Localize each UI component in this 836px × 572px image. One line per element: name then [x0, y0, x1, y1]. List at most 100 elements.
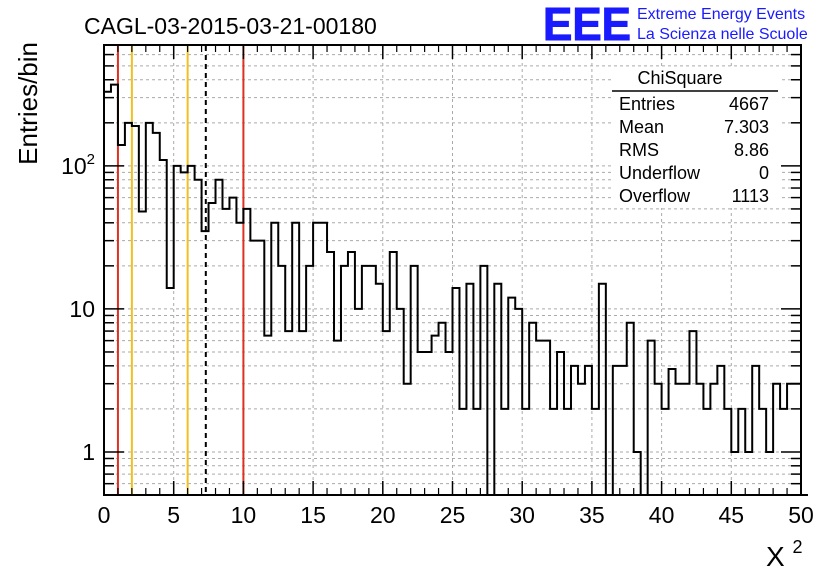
y-axis-title: Entries/bin — [13, 42, 43, 165]
histogram-bin — [432, 336, 439, 495]
y-tick-label-exponent: 2 — [87, 151, 95, 168]
histogram-bin — [662, 409, 669, 495]
histogram-bin — [153, 133, 160, 495]
histogram-bin — [418, 352, 425, 495]
histogram-bin — [257, 241, 264, 495]
histogram-bin — [383, 331, 390, 495]
histogram-bin — [459, 409, 466, 495]
logo-line-1: Extreme Energy Events — [637, 6, 805, 23]
stats-label-overflow: Overflow — [619, 186, 691, 206]
histogram-bin — [738, 409, 745, 495]
histogram-bin — [494, 284, 501, 495]
histogram-bin — [362, 266, 369, 495]
histogram-bin — [683, 384, 690, 495]
histogram-bin — [146, 123, 153, 495]
histogram-bin — [627, 323, 634, 495]
histogram-bin — [620, 366, 627, 495]
stats-label-underflow: Underflow — [619, 163, 701, 183]
histogram-bin — [759, 409, 766, 495]
stats-value-entries: 4667 — [729, 94, 769, 114]
histogram-bin — [202, 231, 209, 495]
histogram-bin — [160, 160, 167, 495]
histogram-bin — [369, 266, 376, 495]
histogram-bin — [216, 180, 223, 495]
histogram-bin — [292, 223, 299, 495]
stats-value-overflow: 1113 — [732, 186, 769, 206]
histogram-bin — [773, 384, 780, 495]
histogram-bin — [522, 409, 529, 495]
x-tick-label: 35 — [579, 502, 605, 528]
histogram-bin — [285, 331, 292, 495]
histogram-bin — [250, 241, 257, 495]
x-tick-label: 45 — [719, 502, 745, 528]
histogram-bin — [195, 180, 202, 495]
histogram-bin — [648, 341, 655, 495]
histogram-bin — [188, 166, 195, 495]
x-tick-label: 5 — [167, 502, 180, 528]
histogram-bin — [501, 409, 508, 495]
histogram-bin — [446, 352, 453, 495]
histogram-bin — [174, 166, 181, 495]
x-tick-label: 10 — [231, 502, 257, 528]
histogram-bin — [306, 266, 313, 495]
histogram-bin — [669, 369, 676, 495]
stats-title: ChiSquare — [637, 68, 722, 88]
x-tick-label: 40 — [649, 502, 675, 528]
histogram-bin — [731, 452, 738, 495]
histogram-bin — [327, 252, 334, 495]
histogram-bin — [550, 409, 557, 495]
y-tick-label-base: 1 — [82, 439, 95, 465]
x-axis-title-sup: 2 — [792, 537, 802, 557]
histogram-bin — [236, 223, 243, 495]
histogram-bin — [634, 452, 641, 495]
histogram-bin — [599, 284, 606, 495]
histogram-bin — [529, 323, 536, 495]
histogram-bin — [592, 409, 599, 495]
histogram-bin — [473, 409, 480, 495]
histogram-bin — [181, 172, 188, 495]
histogram-bin — [508, 298, 515, 495]
histogram-bin — [717, 366, 724, 495]
histogram-bin — [341, 266, 348, 495]
x-axis-title-base: X — [766, 541, 785, 572]
histogram-bin — [745, 452, 752, 495]
y-tick-label: 102 — [61, 151, 95, 179]
histogram-bin — [355, 309, 362, 495]
stats-label-rms: RMS — [619, 140, 659, 160]
histogram-bin — [313, 223, 320, 495]
stats-label-entries: Entries — [619, 94, 675, 114]
histogram-bin — [411, 266, 418, 495]
x-tick-label: 20 — [370, 502, 396, 528]
histogram-bin — [752, 366, 759, 495]
histogram-bin — [536, 341, 543, 495]
histogram-bin — [787, 384, 794, 495]
histogram-bin — [655, 384, 662, 495]
histogram-bin — [132, 126, 139, 495]
histogram-bin — [480, 266, 487, 495]
histogram-bin — [404, 384, 411, 495]
x-tick-label: 50 — [788, 502, 814, 528]
histogram-bin — [271, 223, 278, 495]
y-tick-label: 10 — [69, 296, 95, 322]
histogram-bin — [264, 336, 271, 495]
histogram-bin — [348, 252, 355, 495]
histogram-bin — [439, 323, 446, 495]
histogram-bin — [466, 284, 473, 495]
histogram-bin — [320, 223, 327, 495]
histogram-bins — [103, 83, 808, 496]
histogram-bin — [578, 384, 585, 495]
histogram-bin — [299, 331, 306, 495]
histogram-bin — [425, 352, 432, 495]
histogram-bin — [278, 266, 285, 495]
histogram-bin — [696, 384, 703, 495]
histogram-bin — [397, 309, 404, 495]
histogram-bin — [209, 203, 216, 495]
histogram-bin — [724, 409, 731, 495]
histogram-bin — [229, 198, 236, 495]
x-tick-label: 15 — [300, 502, 326, 528]
x-tick-label: 0 — [98, 502, 111, 528]
histogram-bin — [766, 452, 773, 495]
y-tick-label-base: 10 — [69, 296, 95, 322]
stats-box: ChiSquare Entries 4667 Mean 7.303 RMS 8.86 Und… — [612, 68, 780, 208]
